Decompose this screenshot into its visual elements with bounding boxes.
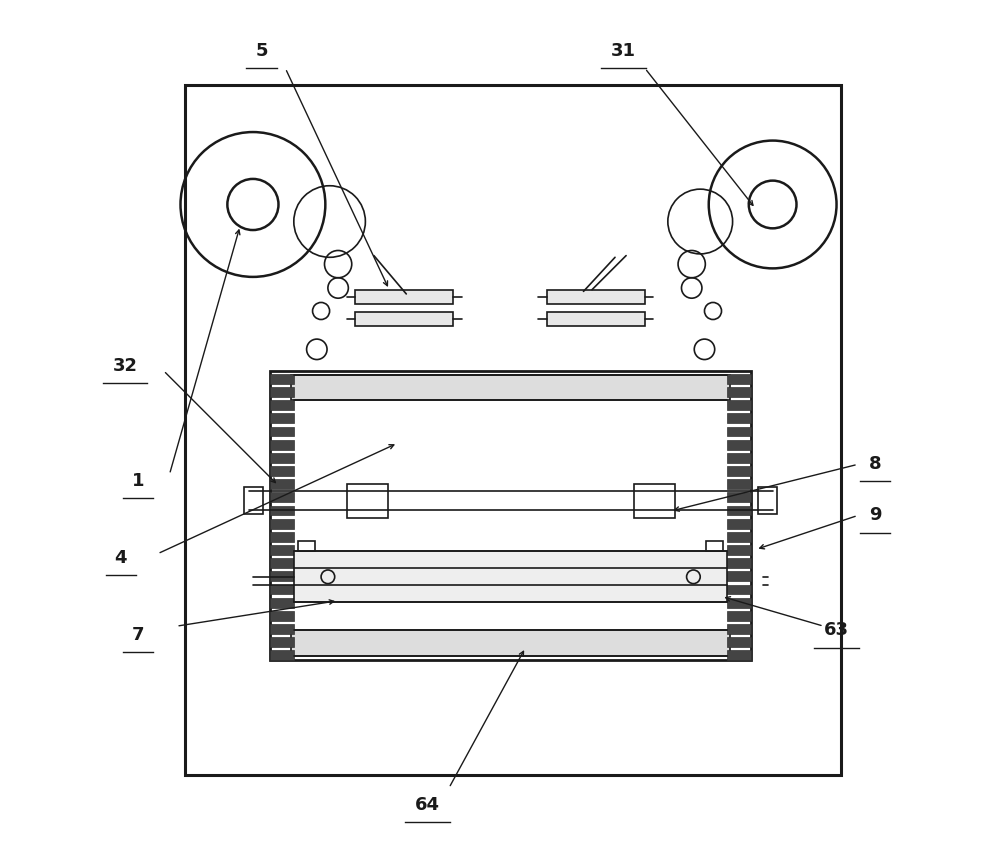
Bar xyxy=(727,637,751,648)
Bar xyxy=(758,486,777,514)
Text: 1: 1 xyxy=(132,472,144,491)
Bar xyxy=(270,545,294,555)
Bar xyxy=(727,545,751,555)
Bar xyxy=(727,598,751,607)
Bar xyxy=(727,427,751,436)
Bar xyxy=(185,85,841,775)
Bar xyxy=(270,466,294,476)
Text: 4: 4 xyxy=(115,549,127,567)
Bar xyxy=(727,584,751,595)
Bar xyxy=(727,492,751,503)
Bar xyxy=(270,371,751,660)
Bar xyxy=(270,453,294,463)
Bar xyxy=(270,611,294,621)
Bar xyxy=(270,584,294,595)
Bar xyxy=(270,650,294,660)
Bar xyxy=(298,541,315,551)
Bar xyxy=(291,630,730,656)
Bar xyxy=(270,400,294,410)
Bar xyxy=(270,572,294,581)
Bar xyxy=(270,637,294,648)
Bar xyxy=(727,624,751,634)
Bar xyxy=(270,519,294,528)
Text: 31: 31 xyxy=(611,42,636,60)
Bar xyxy=(294,551,727,602)
Text: 32: 32 xyxy=(113,357,138,376)
Text: 5: 5 xyxy=(255,42,268,60)
Bar xyxy=(270,598,294,607)
Bar xyxy=(270,492,294,503)
Bar xyxy=(634,484,675,518)
Bar xyxy=(727,479,751,489)
Text: 63: 63 xyxy=(824,621,849,640)
Bar xyxy=(727,440,751,450)
Bar xyxy=(727,650,751,660)
Bar xyxy=(270,505,294,515)
Bar xyxy=(270,440,294,450)
Bar xyxy=(547,312,645,326)
Bar xyxy=(347,484,388,518)
Bar xyxy=(727,572,751,581)
Bar xyxy=(270,558,294,568)
Bar xyxy=(270,387,294,397)
Bar xyxy=(270,374,294,383)
Bar xyxy=(547,290,645,304)
Text: 9: 9 xyxy=(869,506,881,525)
Bar xyxy=(270,427,294,436)
Bar xyxy=(727,400,751,410)
Bar xyxy=(706,541,723,551)
Bar xyxy=(270,413,294,423)
Bar xyxy=(727,611,751,621)
Bar xyxy=(291,375,730,400)
Bar xyxy=(727,413,751,423)
Text: 64: 64 xyxy=(415,796,440,815)
Bar xyxy=(355,290,453,304)
Text: 8: 8 xyxy=(869,455,881,474)
Bar xyxy=(270,624,294,634)
Bar xyxy=(727,519,751,528)
Bar xyxy=(727,532,751,542)
Bar xyxy=(727,374,751,383)
Bar xyxy=(727,453,751,463)
Text: 7: 7 xyxy=(132,625,144,644)
Bar xyxy=(355,312,453,326)
Bar xyxy=(270,479,294,489)
Bar xyxy=(244,486,263,514)
Bar xyxy=(727,558,751,568)
Bar xyxy=(270,532,294,542)
Bar xyxy=(727,466,751,476)
Bar xyxy=(727,505,751,515)
Bar xyxy=(727,387,751,397)
